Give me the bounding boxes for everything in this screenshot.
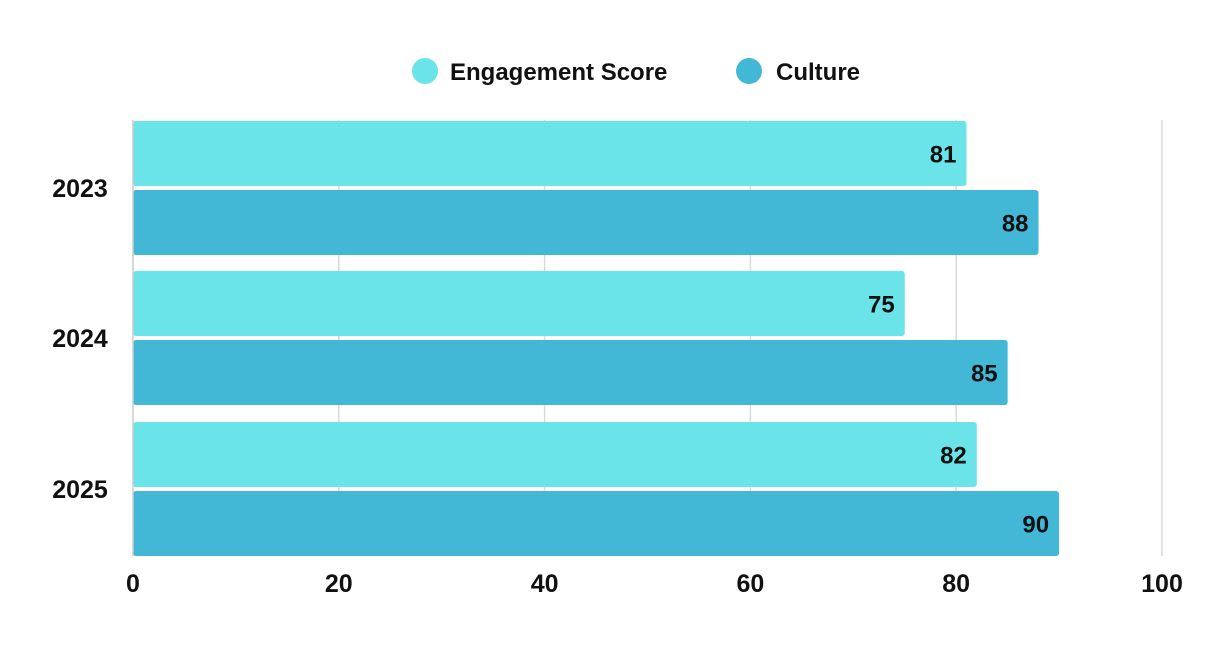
x-tick-label: 40 bbox=[531, 570, 559, 598]
data-label: 88 bbox=[1002, 211, 1029, 238]
legend-item-engagement-score: Engagement Score bbox=[412, 58, 667, 86]
y-tick-label: 2023 bbox=[52, 175, 108, 203]
bar-engagement-score-2024 bbox=[133, 271, 905, 336]
x-tick-label: 0 bbox=[126, 570, 140, 598]
bar-engagement-score-2025 bbox=[133, 422, 977, 487]
x-tick-label: 100 bbox=[1141, 570, 1183, 598]
y-tick-label: 2025 bbox=[52, 476, 108, 504]
data-label: 82 bbox=[940, 443, 967, 470]
data-label: 75 bbox=[868, 292, 895, 319]
legend-label: Culture bbox=[776, 59, 860, 86]
bar-culture-2023 bbox=[133, 190, 1039, 255]
bar-culture-2024 bbox=[133, 340, 1008, 405]
legend-label: Engagement Score bbox=[450, 59, 667, 86]
axes: 0 20 40 60 80 100 2023 2024 2025 bbox=[52, 120, 1183, 598]
data-label: 90 bbox=[1022, 512, 1049, 539]
data-label: 81 bbox=[930, 142, 957, 169]
bar-engagement-score-2023 bbox=[133, 121, 967, 186]
bars bbox=[133, 121, 1060, 556]
legend: Engagement Score Culture bbox=[412, 58, 860, 86]
data-label: 85 bbox=[971, 361, 998, 388]
data-labels: 81 88 75 85 82 90 bbox=[868, 142, 1049, 539]
x-tick-label: 80 bbox=[942, 570, 970, 598]
legend-item-culture: Culture bbox=[736, 58, 860, 86]
legend-swatch bbox=[736, 58, 762, 84]
y-tick-label: 2024 bbox=[52, 325, 108, 353]
bar-culture-2025 bbox=[133, 491, 1060, 556]
x-tick-label: 60 bbox=[736, 570, 764, 598]
x-tick-label: 20 bbox=[325, 570, 353, 598]
legend-swatch bbox=[412, 58, 438, 84]
